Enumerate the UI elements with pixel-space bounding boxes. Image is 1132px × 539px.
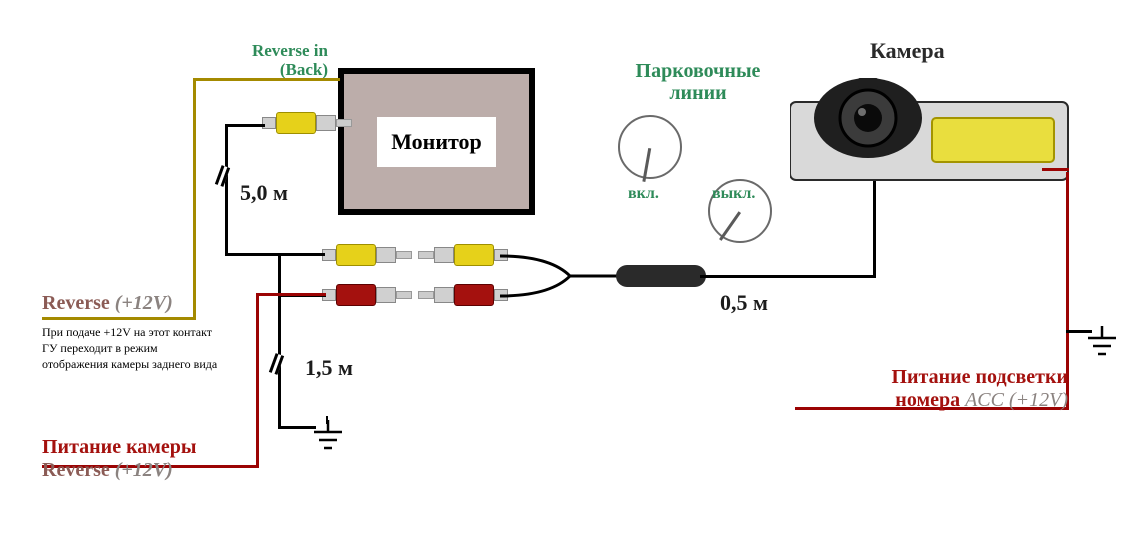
switch-off-needle <box>719 212 741 241</box>
rca-monitor-video-plug <box>262 112 352 134</box>
rca-ring <box>376 287 396 303</box>
switch-on-label: вкл. <box>628 185 659 203</box>
wire-light-power-top <box>1042 168 1069 171</box>
length-5-0-label: 5,0 м <box>240 180 288 206</box>
length-1-5-label: 1,5 м <box>305 355 353 381</box>
wire-filter-to-cam-h <box>700 275 875 278</box>
parking-lines-label: Парковочные линии <box>618 60 778 104</box>
rca-ext-yellow-left <box>322 244 412 266</box>
camera-power-line1: Питание камеры <box>42 436 197 459</box>
reverse-word: Reverse <box>42 292 110 314</box>
rca-body <box>454 244 494 266</box>
reverse-12v-label: Reverse (+12V) <box>42 292 173 315</box>
wire-5m-to-yellow <box>225 253 325 256</box>
gnd-stub <box>326 416 328 424</box>
rca-ring <box>434 247 454 263</box>
reverse-in-label: Reverse in (Back) <box>238 42 328 79</box>
ground-symbol-camera <box>308 420 348 460</box>
wire-cam-power-h <box>256 293 326 296</box>
inline-filter <box>616 265 706 287</box>
rca-tip <box>418 291 434 299</box>
light-power-acc: ACC (+12V) <box>965 389 1068 411</box>
rca-tip <box>396 251 412 259</box>
rca-body <box>336 244 376 266</box>
wire-reverse-in-h <box>193 78 340 81</box>
length-0-5-label: 0,5 м <box>720 290 768 316</box>
camera-assembly <box>790 78 1090 188</box>
rca-tail <box>262 117 276 129</box>
rca-ext-red-left <box>322 284 412 306</box>
rca-body <box>336 284 376 306</box>
switch-on-dial[interactable] <box>618 115 682 179</box>
rca-ring <box>434 287 454 303</box>
rca-tip <box>336 119 352 127</box>
wire-reverse-in-v <box>193 78 196 320</box>
rca-ext-red-right <box>418 284 508 306</box>
camera-title: Камера <box>870 38 945 64</box>
wire-cam-power-v <box>256 293 259 468</box>
reverse-suffix: (+12V) <box>110 292 173 314</box>
wire-reverse-in-out <box>42 317 196 320</box>
wire-y-merge <box>500 246 620 306</box>
wire-5m-down <box>278 253 281 429</box>
wire-break-1-5m <box>269 353 284 375</box>
rca-ring <box>376 247 396 263</box>
wire-monitor-v <box>225 124 228 254</box>
camera-power-label: Питание камеры Reverse (+12V) <box>42 436 197 482</box>
rca-body <box>276 112 316 134</box>
rca-ring <box>316 115 336 131</box>
wire-monitor-h <box>225 124 265 127</box>
light-power-line2: номера <box>895 389 965 411</box>
switch-off-label: выкл. <box>712 185 755 203</box>
rca-ext-yellow-right <box>418 244 508 266</box>
switch-on-needle <box>643 148 651 182</box>
rca-body <box>454 284 494 306</box>
camera-power-line2: Reverse <box>42 459 110 481</box>
monitor-box: Монитор <box>338 68 535 215</box>
ground-symbol-light <box>1082 326 1122 366</box>
light-power-label: Питание подсветки номера ACC (+12V) <box>800 366 1068 412</box>
monitor-label: Монитор <box>377 117 496 167</box>
camera-power-line2-suffix: (+12V) <box>110 459 173 481</box>
reverse-note: При подаче +12V на этот контакт ГУ перех… <box>42 324 217 373</box>
light-power-line1: Питание подсветки <box>800 366 1068 389</box>
rca-tip <box>396 291 412 299</box>
rca-tip <box>418 251 434 259</box>
